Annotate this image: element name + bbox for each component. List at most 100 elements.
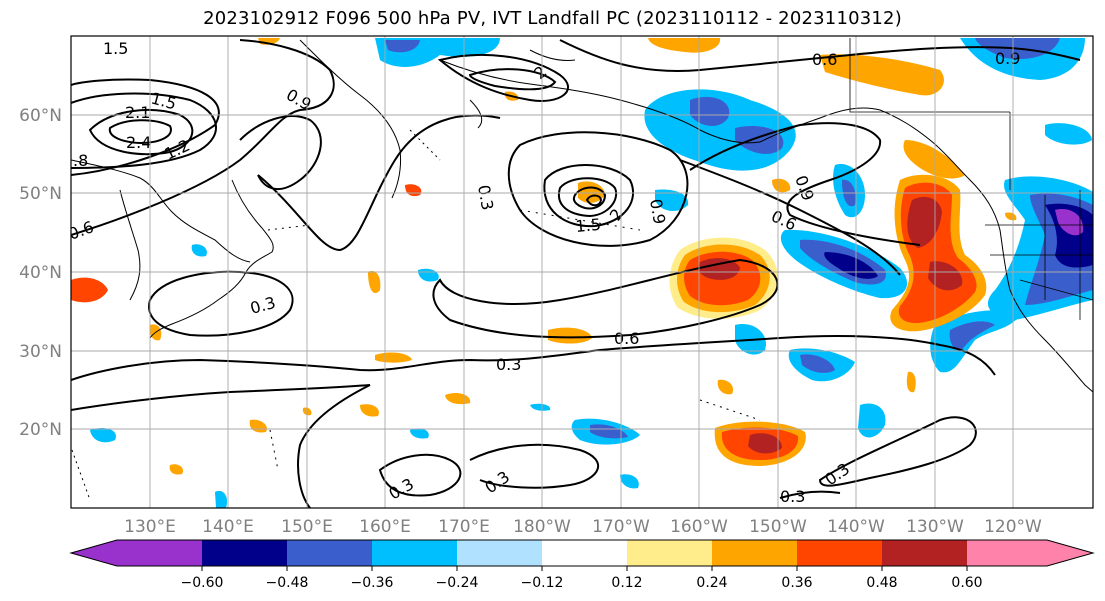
lon-tick-label: 160°E xyxy=(359,517,411,537)
shade-negative xyxy=(620,474,639,489)
contour-line xyxy=(108,119,172,145)
contour-line xyxy=(437,54,569,102)
shade-negative xyxy=(530,403,551,411)
contour-line xyxy=(585,194,603,207)
pc-shading xyxy=(71,38,1093,508)
coastline xyxy=(71,159,251,263)
shade-negative xyxy=(385,40,420,53)
shade-positive xyxy=(820,54,944,96)
shade-positive xyxy=(906,371,916,393)
colorbar-segment xyxy=(627,540,712,566)
shade-positive xyxy=(375,352,412,363)
shade-positive xyxy=(360,404,379,417)
colorbar-extend-high xyxy=(1047,540,1093,566)
coastline xyxy=(529,49,576,61)
shade-positive xyxy=(368,270,381,294)
contour-line xyxy=(239,115,322,190)
contour-line xyxy=(71,92,217,169)
coastline xyxy=(267,224,311,231)
contour-line xyxy=(469,443,600,489)
lon-tick-label: 170°E xyxy=(438,517,490,537)
contour-line xyxy=(432,258,779,339)
shade-positive xyxy=(548,327,592,344)
coastline xyxy=(409,129,441,161)
coastline xyxy=(119,189,141,301)
contour-line xyxy=(543,164,635,228)
contour-label: 2.1 xyxy=(125,103,150,122)
lat-tick-label: 50°N xyxy=(19,184,62,204)
shade-negative xyxy=(191,244,207,257)
shade-positive xyxy=(748,433,782,454)
lon-tick-label: 140°W xyxy=(827,517,885,537)
contour-line xyxy=(71,78,220,176)
contour-line xyxy=(507,131,689,247)
shade-negative xyxy=(1045,123,1092,145)
contour-line xyxy=(297,384,371,508)
map-frame xyxy=(70,35,1094,509)
colorbar-label: −0.12 xyxy=(521,575,564,591)
colorbar-label: −0.48 xyxy=(266,575,309,591)
colorbar-label: 0.12 xyxy=(611,575,642,591)
contour-label: 0.3 xyxy=(474,183,497,211)
shade-positive xyxy=(928,261,963,291)
border xyxy=(849,38,1010,113)
contour-line xyxy=(689,122,921,246)
contour-line xyxy=(148,270,294,337)
lon-tick-label: 140°E xyxy=(202,517,254,537)
contour-line xyxy=(818,416,977,487)
shade-negative xyxy=(1055,209,1084,236)
lon-tick-label: 120°W xyxy=(984,517,1042,537)
contour-line xyxy=(572,186,607,210)
colorbar-ticks xyxy=(201,566,968,571)
political-boundaries xyxy=(849,38,1093,320)
colorbar-segment xyxy=(882,540,967,566)
colorbar: −0.60 −0.48 −0.36 −0.24 −0.12 0.12 0.24 … xyxy=(69,539,1095,591)
lat-tick-label: 60°N xyxy=(19,106,62,126)
shade-positive xyxy=(907,196,942,248)
shade-negative xyxy=(690,96,730,126)
contour-line xyxy=(378,453,462,497)
contour-label: 0.6 xyxy=(614,329,639,348)
colorbar-segment xyxy=(967,540,1047,566)
colorbar-label: −0.24 xyxy=(436,575,479,591)
lon-tick-label: 150°W xyxy=(749,517,807,537)
shade-negative xyxy=(410,428,429,439)
colorbar-label: −0.60 xyxy=(181,575,224,591)
contour-label: 0.3 xyxy=(780,487,805,506)
map-area: 1.5 2 0.6 0.9 1.5 2.1 2.4 1.2 .8 0.6 0.9… xyxy=(71,36,1093,508)
contour-line xyxy=(71,39,335,236)
contour-label: 0.9 xyxy=(995,49,1020,68)
contour-line xyxy=(71,384,371,411)
shade-positive xyxy=(1005,212,1017,221)
contour-line xyxy=(71,335,941,381)
contour-label: 0.6 xyxy=(812,50,837,69)
contour-label: .8 xyxy=(73,151,88,170)
colorbar-segment xyxy=(372,540,457,566)
colorbar-segment xyxy=(797,540,882,566)
colorbar-extend-low xyxy=(71,540,117,566)
colorbar-segment xyxy=(202,540,287,566)
colorbar-segment xyxy=(457,540,542,566)
shade-negative xyxy=(655,189,689,212)
contour-line xyxy=(679,159,901,276)
shade-positive xyxy=(903,140,965,179)
colorbar-label: 0.48 xyxy=(866,575,897,591)
contour-label: 2.4 xyxy=(126,133,151,152)
colorbar-label: 0.24 xyxy=(696,575,727,591)
shade-positive xyxy=(648,38,721,53)
shade-negative xyxy=(800,354,835,373)
shade-negative xyxy=(215,490,228,508)
shade-positive xyxy=(169,464,184,475)
contour-line xyxy=(559,39,1081,72)
pv-contours xyxy=(71,39,1081,508)
lat-tick-labels: 60°N 50°N 40°N 30°N 20°N xyxy=(19,106,62,440)
contour-line xyxy=(557,177,618,218)
border xyxy=(1019,279,1093,301)
lon-tick-label: 170°W xyxy=(592,517,650,537)
shade-negative xyxy=(949,321,995,351)
lat-tick-label: 30°N xyxy=(19,342,62,362)
coastline xyxy=(759,107,1093,393)
shade-positive xyxy=(698,258,740,280)
colorbar-label: −0.36 xyxy=(351,575,394,591)
